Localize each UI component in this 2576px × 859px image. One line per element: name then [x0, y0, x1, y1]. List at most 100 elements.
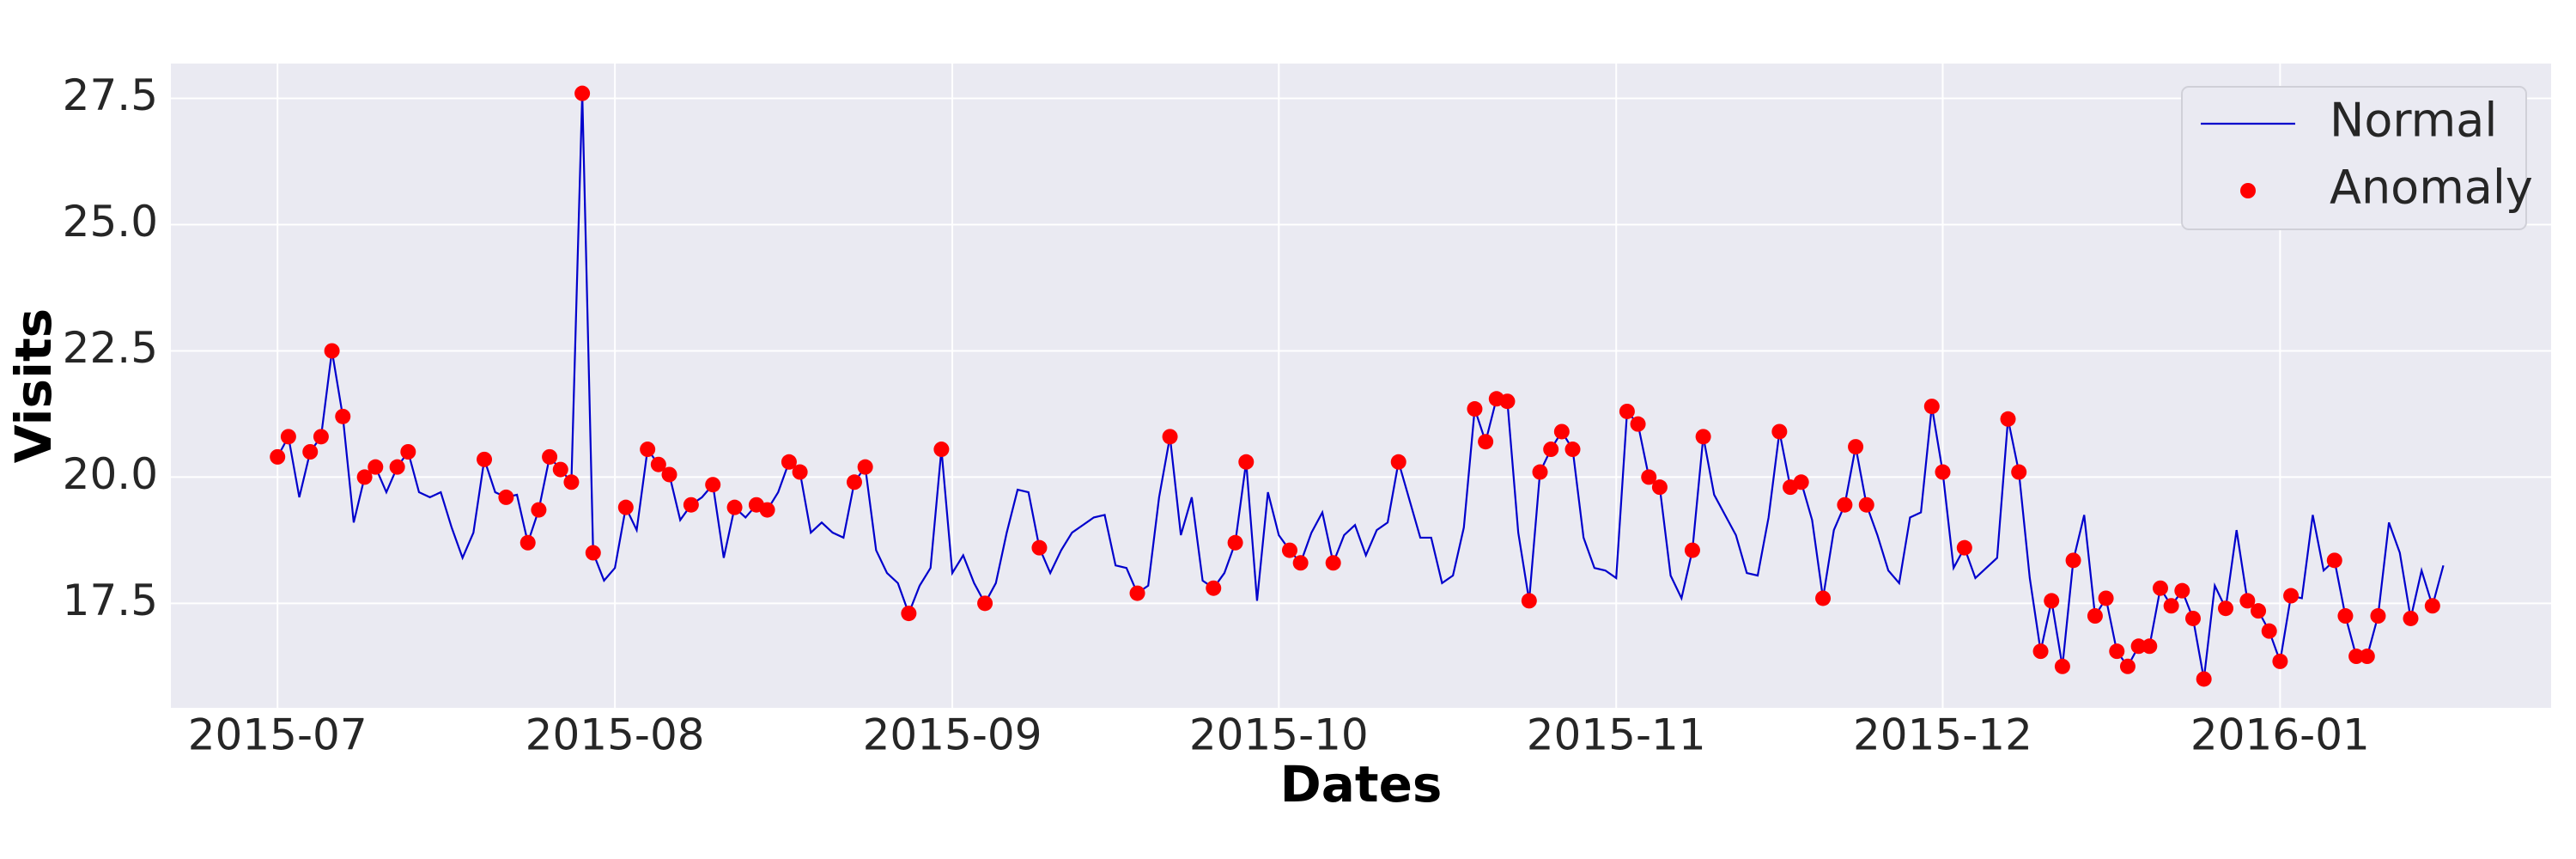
anomaly-point	[1793, 474, 1809, 490]
anomaly-point	[1564, 442, 1581, 458]
legend-label: Normal	[2330, 94, 2497, 148]
anomaly-point	[2261, 623, 2277, 639]
anomaly-point	[1162, 429, 1178, 445]
anomaly-point	[563, 474, 580, 490]
marks	[270, 85, 2445, 687]
anomaly-point	[2119, 658, 2136, 674]
anomaly-point	[2142, 638, 2158, 655]
anomaly-point	[2370, 608, 2386, 624]
anomaly-point	[2424, 598, 2440, 614]
anomaly-point	[270, 448, 286, 465]
legend-label: Anomaly	[2330, 161, 2533, 215]
anomaly-point	[2337, 608, 2354, 624]
anomaly-point	[400, 443, 416, 460]
anomaly-point	[531, 502, 547, 518]
anomaly-point	[1543, 442, 1559, 458]
anomaly-point	[2032, 643, 2049, 660]
anomaly-point	[585, 545, 601, 561]
anomaly-point	[2044, 593, 2060, 609]
anomaly-point	[1521, 593, 1537, 609]
anomaly-point	[1771, 423, 1788, 440]
legend: Normal Anomaly	[2181, 86, 2533, 230]
anomaly-point	[324, 343, 340, 359]
anomaly-point	[1651, 479, 1668, 496]
anomaly-point	[683, 497, 699, 513]
anomaly-point	[2152, 580, 2168, 596]
anomaly-point	[1227, 534, 1243, 551]
anomaly-point	[1390, 454, 1406, 470]
anomaly-point	[2184, 610, 2201, 626]
anomaly-point	[368, 459, 384, 475]
anomaly-point	[2403, 610, 2419, 626]
x-tick-label: 2015-12	[1853, 710, 2032, 760]
anomaly-point	[1695, 429, 1711, 445]
anomaly-point	[2174, 582, 2190, 599]
x-tick-label: 2015-10	[1189, 710, 1369, 760]
anomaly-point	[2130, 638, 2147, 655]
y-axis-label: Visits	[4, 308, 63, 463]
legend-swatch	[2240, 183, 2256, 198]
x-tick-label: 2015-11	[1527, 710, 1706, 760]
y-tick-label: 27.5	[63, 70, 158, 120]
anomaly-point	[2359, 649, 2375, 665]
anomaly-point	[498, 489, 514, 505]
anomaly-point	[726, 499, 743, 515]
grid	[171, 64, 2551, 708]
anomaly-point	[280, 429, 296, 445]
anomaly-point	[661, 466, 677, 483]
y-tick-label: 22.5	[63, 323, 158, 373]
anomaly-point	[2087, 608, 2103, 624]
anomaly-point	[1923, 399, 1940, 415]
anomaly-point	[2251, 603, 2267, 619]
y-tick-label: 17.5	[63, 576, 158, 625]
y-tick-label: 25.0	[63, 197, 158, 247]
x-axis-label: Dates	[1280, 755, 1443, 813]
anomaly-point	[552, 461, 568, 478]
anomaly-point	[977, 595, 993, 612]
anomaly-point	[2272, 653, 2288, 669]
anomaly-point	[2109, 643, 2125, 660]
x-tick-label: 2016-01	[2190, 710, 2370, 760]
anomaly-point	[1206, 580, 1222, 596]
anomaly-point	[617, 499, 634, 515]
legend-box	[2181, 86, 2527, 230]
anomaly-point	[1478, 434, 1494, 450]
anomaly-point	[901, 606, 917, 622]
anomaly-point	[302, 443, 319, 460]
anomaly-point	[1325, 555, 1341, 571]
anomaly-point	[1467, 401, 1483, 417]
anomaly-point	[2098, 590, 2114, 606]
x-tick-label: 2015-07	[188, 710, 368, 760]
anomaly-point	[519, 534, 536, 551]
anomaly-point	[313, 429, 329, 445]
anomaly-point	[1292, 555, 1309, 571]
anomaly-point	[542, 448, 558, 465]
anomaly-point	[1858, 497, 1874, 513]
anomaly-point	[2054, 658, 2070, 674]
y-tick-label: 20.0	[63, 449, 158, 499]
anomaly-point	[1684, 542, 1700, 558]
anomaly-point	[2283, 588, 2300, 604]
anomaly-point	[1815, 590, 1832, 606]
anomaly-point	[1499, 393, 1516, 410]
anomaly-point	[1619, 403, 1635, 419]
anomaly-point	[1031, 539, 1048, 556]
anomaly-point	[574, 85, 591, 101]
anomaly-point	[759, 502, 775, 518]
anomaly-point	[846, 474, 862, 490]
anomaly-point	[1281, 542, 1297, 558]
anomaly-point	[1630, 416, 1646, 432]
anomaly-point	[781, 454, 797, 470]
x-tick-label: 2015-08	[526, 710, 705, 760]
anomaly-point	[1935, 464, 1951, 480]
anomaly-point	[1532, 464, 1548, 480]
anomaly-point	[2163, 598, 2179, 614]
series-line	[276, 93, 2445, 679]
anomaly-point	[857, 459, 873, 475]
anomaly-point	[705, 477, 721, 493]
anomaly-point	[2326, 552, 2342, 569]
x-tick-label: 2015-09	[863, 710, 1042, 760]
anomaly-point	[335, 408, 351, 424]
anomaly-point	[2348, 649, 2365, 665]
anomaly-point	[2011, 464, 2027, 480]
